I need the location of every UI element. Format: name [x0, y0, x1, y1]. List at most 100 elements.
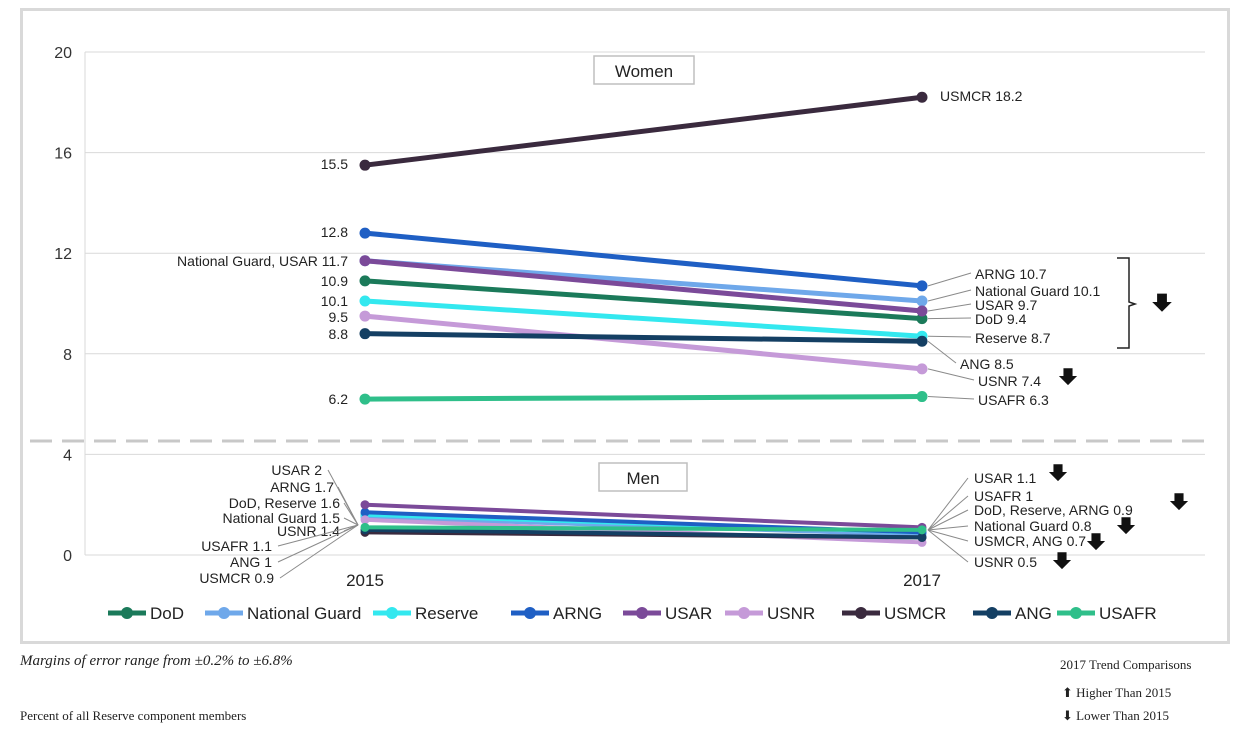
y-tick-label: 8	[63, 347, 72, 364]
arrow-up-icon: ⬆	[1062, 685, 1073, 700]
series-line-reserve-women	[362, 298, 925, 339]
series-point-usnr	[360, 515, 370, 525]
data-label-women-2015: National Guard, USAR 11.7	[177, 253, 348, 269]
legend-label: USAFR	[1099, 604, 1157, 623]
legend-swatch-marker	[121, 607, 133, 619]
data-label-men-2015: USAFR 1.1	[201, 538, 272, 554]
leader-line	[927, 368, 975, 381]
legend-swatch-marker	[386, 607, 398, 619]
leader-line	[277, 524, 359, 563]
data-label-men-2017: National Guard 0.8	[974, 518, 1092, 534]
arrow-down-icon	[1058, 368, 1078, 386]
arrow-down-icon	[1048, 464, 1068, 482]
series-point-usafr	[916, 391, 928, 403]
data-label-women-2017: USAR 9.7	[975, 297, 1037, 313]
leader-line	[279, 524, 359, 579]
legend-label: USAR	[665, 604, 712, 623]
percent-note: Percent of all Reserve component members	[20, 708, 247, 723]
data-label-women-2015: 9.5	[329, 309, 349, 325]
legend-swatch-marker	[524, 607, 536, 619]
legend-swatch-marker	[1070, 607, 1082, 619]
data-label-women-2017: USNR 7.4	[978, 373, 1041, 389]
y-tick-label: 16	[54, 146, 72, 163]
series-point-arng	[916, 280, 928, 292]
legend-swatch-marker	[218, 607, 230, 619]
chart-svg: 0 4 8 12 16 20 Women Men 2015 2017 15.5 12.8 Nationa…	[30, 45, 1205, 623]
leader-line	[927, 529, 969, 563]
margin-of-error-note: Margins of error range from ±0.2% to ±6.…	[20, 653, 293, 669]
leader-line	[927, 335, 972, 338]
men-panel-box	[598, 462, 688, 492]
data-label-men-2015: USMCR 0.9	[199, 570, 274, 586]
leader-line	[927, 289, 972, 302]
data-label-women-2015: 10.9	[321, 273, 348, 289]
data-label-men-2015: USNR 1.4	[277, 523, 340, 539]
legend-label: National Guard	[247, 604, 361, 623]
series-line-usafr-women	[362, 394, 925, 402]
data-label-women-2017: DoD 9.4	[975, 311, 1027, 327]
legend-swatch-marker	[636, 607, 648, 619]
leader-line	[927, 525, 969, 531]
series-point-usar	[359, 255, 371, 267]
series-line-usar-women	[362, 258, 925, 314]
data-label-men-2015: ANG 1	[230, 554, 272, 570]
data-label-women-2015: 12.8	[321, 224, 348, 240]
data-label-women-2015: 10.1	[321, 293, 348, 309]
series-point-usnr	[359, 310, 371, 322]
series-point-usnr	[916, 363, 928, 375]
trend-higher-legend: ⬆ Higher Than 2015	[1062, 685, 1171, 701]
data-label-women-2015: 8.8	[329, 326, 349, 342]
group-bracket	[1117, 257, 1138, 349]
series-line-dod-women	[362, 278, 925, 322]
data-label-women-2017: USMCR 18.2	[940, 88, 1023, 104]
series-line-usmcr-women	[362, 94, 925, 168]
data-label-men-2017: USAR 1.1	[974, 470, 1036, 486]
data-label-men-2017: USMCR, ANG 0.7	[974, 533, 1086, 549]
series-point-usafr	[360, 522, 370, 532]
chart-frame	[20, 8, 1230, 644]
women-panel-title: Women	[615, 62, 673, 81]
series-point-usafr	[917, 525, 927, 535]
series-line-national-guard-men	[363, 515, 924, 537]
series-point-arng	[359, 227, 371, 239]
series-line-usar-men	[363, 502, 924, 530]
legend-label: USMCR	[884, 604, 946, 623]
leader-line	[927, 396, 975, 400]
y-tick-label: 12	[54, 246, 72, 263]
series-point-usar	[360, 500, 370, 510]
series-point-usmcr	[359, 159, 371, 171]
arrow-down-icon	[1116, 517, 1136, 535]
legend-swatch-marker	[986, 607, 998, 619]
x-tick-label: 2015	[346, 571, 384, 590]
arrow-down-icon: ⬇	[1062, 708, 1073, 723]
legend-label: ANG	[1015, 604, 1052, 623]
legend-swatch-marker	[855, 607, 867, 619]
legend-swatch-marker	[738, 607, 750, 619]
y-tick-label: 20	[54, 45, 72, 62]
leader-line	[343, 502, 359, 526]
arrow-down-icon	[1169, 493, 1189, 511]
trend-lower-legend: ⬇ Lower Than 2015	[1062, 708, 1169, 724]
leader-line	[927, 303, 972, 312]
arrow-down-icon	[1152, 293, 1172, 312]
data-label-men-2017: USAFR 1	[974, 488, 1033, 504]
leader-line	[927, 529, 969, 542]
trend-higher-label: Higher Than 2015	[1076, 685, 1172, 700]
series-point-dod	[916, 313, 928, 325]
trend-lower-label: Lower Than 2015	[1076, 708, 1170, 723]
data-label-men-2015: USAR 2	[271, 462, 322, 478]
arrow-down-icon	[1052, 552, 1072, 570]
leader-line	[927, 340, 957, 364]
series-line-usnr-men	[363, 517, 924, 545]
series-point-ang	[359, 328, 371, 340]
series-point-usar	[916, 305, 928, 317]
y-tick-label: 4	[63, 447, 72, 464]
series-point-usmcr	[916, 91, 928, 103]
leader-line	[927, 477, 969, 531]
women-panel-box	[593, 55, 695, 85]
legend-label: DoD	[150, 604, 184, 623]
leader-line	[277, 524, 359, 547]
series-line-arng-women	[362, 230, 925, 289]
data-label-women-2017: ARNG 10.7	[975, 266, 1047, 282]
data-label-men-2017: DoD, Reserve, ARNG 0.9	[974, 502, 1133, 518]
